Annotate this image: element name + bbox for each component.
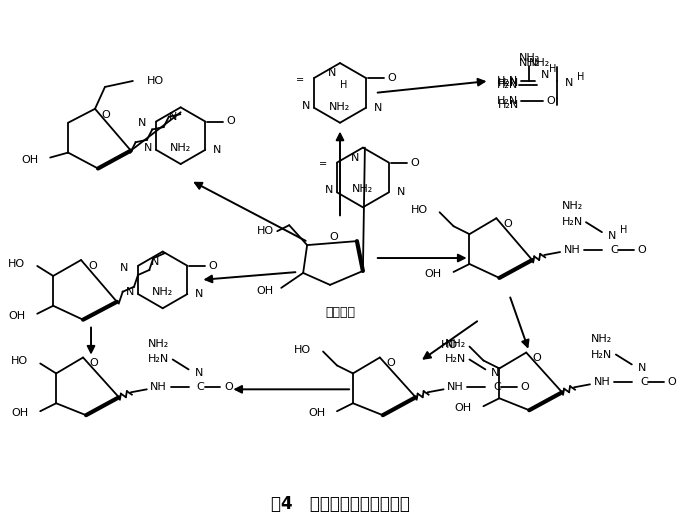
Text: N: N: [373, 103, 382, 113]
Text: N: N: [325, 185, 333, 195]
Text: HO: HO: [441, 340, 458, 350]
Text: C: C: [494, 382, 501, 392]
Text: OH: OH: [424, 269, 441, 279]
Text: N: N: [169, 112, 177, 122]
Text: NH: NH: [447, 382, 464, 392]
Text: O: O: [224, 382, 233, 392]
Text: O: O: [226, 117, 235, 127]
Text: H₂N: H₂N: [498, 100, 520, 110]
Text: N: N: [302, 101, 310, 111]
Text: 图4   地西他滨潜在降解杂质: 图4 地西他滨潜在降解杂质: [271, 495, 409, 513]
Text: H: H: [577, 72, 585, 82]
Text: N: N: [126, 287, 135, 297]
Text: N: N: [396, 187, 405, 197]
Text: OH: OH: [454, 403, 471, 413]
Text: NH: NH: [594, 377, 611, 387]
Text: N: N: [194, 369, 203, 379]
Text: H₂N: H₂N: [496, 80, 518, 90]
Text: HO: HO: [294, 344, 311, 354]
Text: NH: NH: [564, 245, 581, 255]
Text: 地西他滨: 地西他滨: [325, 306, 355, 319]
Text: H: H: [340, 80, 347, 90]
Text: O: O: [533, 353, 541, 363]
Text: N: N: [638, 363, 646, 373]
Text: OH: OH: [308, 408, 325, 418]
Text: H: H: [549, 64, 557, 74]
Text: O: O: [101, 110, 110, 120]
Text: C: C: [640, 377, 647, 387]
Text: O: O: [547, 96, 556, 106]
Text: NH₂: NH₂: [519, 58, 540, 68]
Text: O: O: [209, 261, 218, 271]
Text: NH₂: NH₂: [170, 143, 191, 153]
Text: OH: OH: [11, 408, 29, 418]
Text: O: O: [410, 158, 419, 167]
Text: C: C: [610, 245, 617, 255]
Text: H₂N: H₂N: [562, 217, 583, 227]
Text: N: N: [138, 119, 146, 129]
Text: H₂N: H₂N: [445, 354, 466, 364]
Text: =: =: [319, 160, 327, 170]
Text: HO: HO: [147, 76, 164, 86]
Text: O: O: [88, 261, 97, 271]
Text: N: N: [150, 257, 159, 267]
Text: NH: NH: [150, 382, 167, 392]
Text: H₂N: H₂N: [148, 354, 169, 364]
Text: OH: OH: [21, 154, 38, 164]
Text: O: O: [503, 219, 511, 229]
Text: NH₂: NH₂: [352, 184, 373, 194]
Text: HO: HO: [11, 356, 29, 366]
Text: H₂N: H₂N: [498, 78, 520, 88]
Text: O: O: [386, 359, 395, 369]
Text: NH₂: NH₂: [329, 102, 351, 112]
Text: N: N: [541, 70, 549, 80]
Text: N: N: [213, 145, 222, 155]
Text: NH₂: NH₂: [519, 53, 540, 63]
Text: N: N: [328, 68, 336, 78]
Text: C: C: [197, 382, 205, 392]
Text: O: O: [521, 382, 530, 392]
Text: =: =: [296, 75, 304, 85]
Text: HO: HO: [411, 205, 428, 215]
Text: N: N: [608, 231, 616, 241]
Text: N: N: [195, 289, 203, 299]
Text: O: O: [388, 73, 396, 83]
Text: N: N: [565, 78, 573, 88]
Text: H₂N: H₂N: [592, 350, 613, 360]
Text: NH₂: NH₂: [152, 287, 173, 297]
Text: O: O: [330, 232, 339, 242]
Text: N: N: [120, 262, 129, 272]
Text: H: H: [620, 225, 628, 235]
Text: NH₂: NH₂: [445, 339, 466, 349]
Text: OH: OH: [8, 311, 25, 321]
Text: O: O: [90, 359, 99, 369]
Text: O: O: [637, 245, 646, 255]
Text: N: N: [144, 143, 152, 153]
Text: N: N: [491, 369, 500, 379]
Text: NH₂: NH₂: [528, 58, 550, 68]
Text: H₂N: H₂N: [496, 96, 518, 106]
Text: H₂N: H₂N: [496, 76, 518, 86]
Text: NH₂: NH₂: [562, 201, 583, 211]
Text: NH₂: NH₂: [148, 339, 169, 349]
Text: OH: OH: [257, 286, 274, 296]
Text: N: N: [351, 153, 359, 163]
Text: HO: HO: [8, 259, 25, 269]
Text: HO: HO: [257, 226, 274, 236]
Text: O: O: [667, 377, 676, 387]
Text: NH₂: NH₂: [592, 333, 613, 343]
